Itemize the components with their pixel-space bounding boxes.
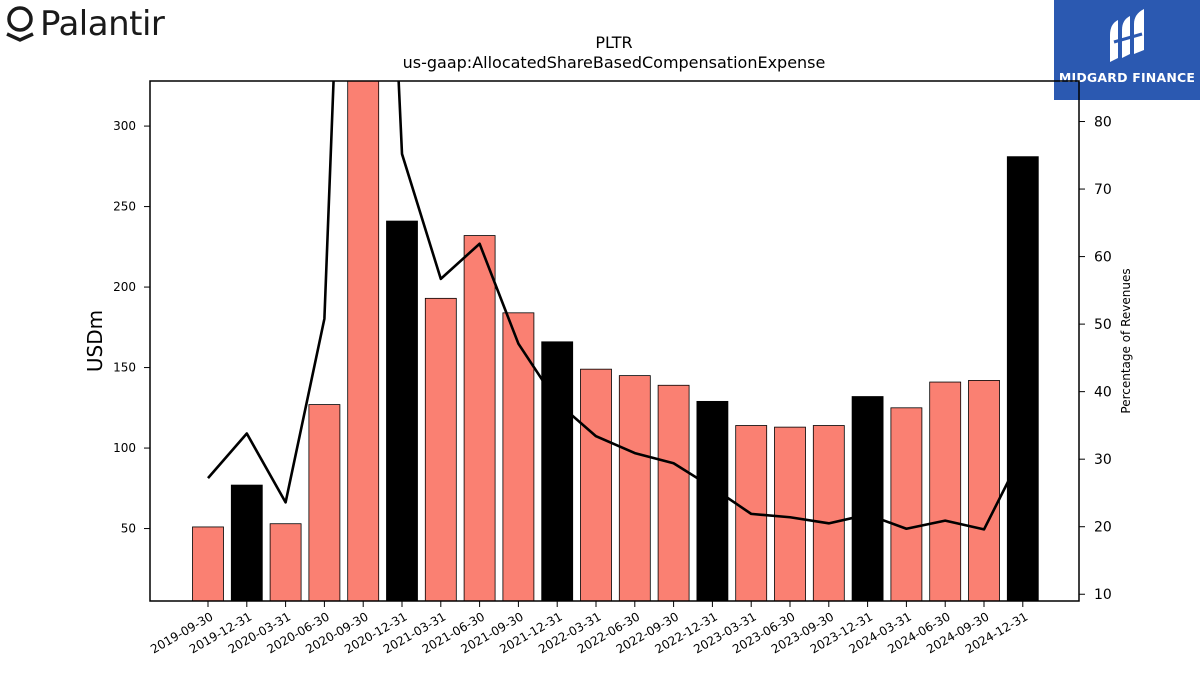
y2-tick-label: 70: [1094, 182, 1112, 198]
bar-2022-03-31: [580, 368, 612, 602]
bar-2021-03-31: [424, 297, 457, 602]
bar-2024-06-30: [929, 381, 962, 602]
right-axis: 10 20 30 40 50 60 70 80: [1079, 115, 1112, 603]
y-tick-label: 150: [113, 361, 136, 375]
chart-subtitle: us-gaap:AllocatedShareBasedCompensationE…: [403, 53, 826, 72]
y-tick-label: 300: [113, 119, 136, 133]
badge-label: MIDGARD FINANCE: [1058, 70, 1196, 85]
y2-tick-label: 10: [1094, 587, 1112, 603]
y-tick-label: 50: [121, 522, 136, 536]
y-tick-label: 100: [113, 441, 136, 455]
percentage-line: [207, 81, 1024, 531]
bar-2019-09-30: [192, 526, 224, 602]
bar-group: [192, 80, 1039, 602]
palantir-logo: Palantir: [4, 4, 165, 44]
chart-title: PLTR: [595, 33, 632, 52]
bar-2020-12-31: [386, 220, 418, 602]
left-axis: 50 100 150 200 250 300: [113, 119, 150, 536]
y-axis-label: USDm: [83, 310, 107, 372]
midgard-logo-icon: [1110, 9, 1144, 62]
bar-2023-09-30: [812, 425, 845, 602]
plot-frame: [149, 80, 1080, 602]
bar-2022-12-31: [696, 400, 729, 602]
x-axis: 2019-09-302019-12-312020-03-312020-06-30…: [148, 601, 1030, 656]
bar-2020-06-30: [308, 404, 341, 602]
y2-tick-label: 20: [1094, 520, 1112, 536]
bar-2021-12-31: [541, 341, 574, 602]
bar-2022-09-30: [657, 384, 690, 602]
bar-2019-12-31: [230, 484, 263, 602]
bar-2024-03-31: [890, 407, 923, 602]
bar-2020-03-31: [269, 523, 302, 602]
y2-tick-label: 60: [1094, 250, 1112, 266]
y2-tick-label: 80: [1094, 115, 1112, 131]
y2-tick-label: 50: [1094, 317, 1112, 333]
palantir-logo-icon: [6, 6, 34, 42]
bar-2022-06-30: [618, 375, 651, 602]
y2-tick-label: 30: [1094, 452, 1112, 468]
bar-2024-09-30: [968, 380, 1000, 602]
bar-2024-12-31: [1006, 156, 1039, 602]
bar-2023-12-31: [851, 396, 884, 602]
y2-axis-label: Percentage of Revenues: [1119, 268, 1133, 413]
bar-2023-06-30: [774, 426, 806, 602]
y-tick-label: 250: [113, 200, 136, 214]
bar-2020-09-30: [347, 80, 380, 602]
y-tick-label: 200: [113, 280, 136, 294]
y2-tick-label: 40: [1094, 385, 1112, 401]
company-logo-text: Palantir: [40, 4, 165, 44]
bar-2021-09-30: [502, 312, 535, 602]
bar-2021-06-30: [463, 235, 496, 602]
